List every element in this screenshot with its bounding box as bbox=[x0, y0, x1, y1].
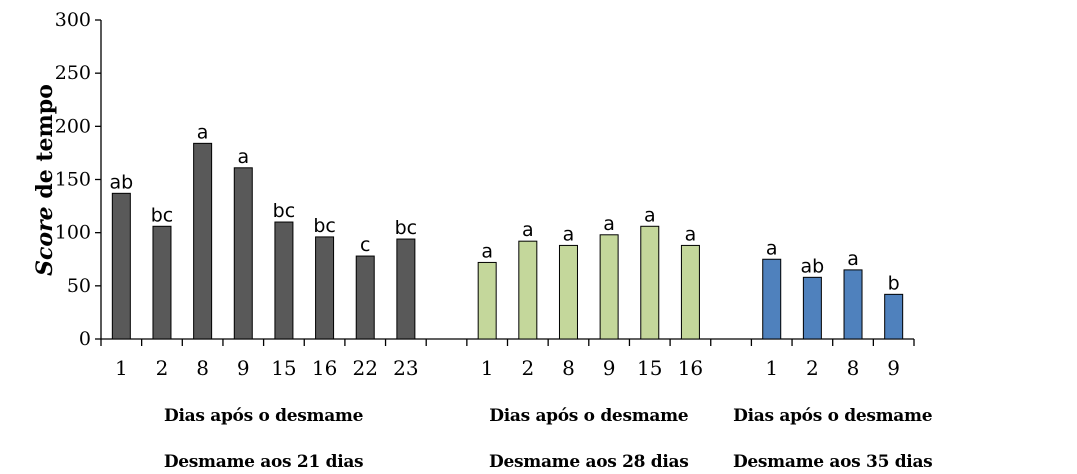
bar-letter-label: b bbox=[888, 272, 900, 294]
x-tick-label: 8 bbox=[847, 356, 860, 380]
bar-letter-label: c bbox=[360, 234, 370, 256]
bars bbox=[111, 142, 904, 340]
y-tick-label: 250 bbox=[55, 62, 91, 84]
bar-letter-label: a bbox=[766, 237, 778, 259]
y-tick-label: 100 bbox=[55, 222, 91, 244]
bar-letter-label: a bbox=[481, 240, 493, 262]
bar bbox=[274, 221, 294, 340]
bar-letter-label: a bbox=[197, 121, 209, 143]
bar bbox=[680, 244, 700, 340]
x-tick-label: 16 bbox=[312, 356, 337, 380]
bar-letter-label: a bbox=[237, 146, 249, 168]
x-tick-label: 2 bbox=[156, 356, 169, 380]
bar-letter-label: bc bbox=[151, 204, 174, 226]
bar bbox=[558, 244, 578, 340]
x-tick-label: 9 bbox=[887, 356, 900, 380]
y-tick-label: 150 bbox=[55, 169, 91, 191]
bar-letter-label: a bbox=[522, 219, 534, 241]
group-label: Desmame aos 21 dias bbox=[164, 452, 364, 472]
group-label: Desmame aos 28 dias bbox=[489, 452, 689, 472]
bar bbox=[762, 258, 782, 340]
x-tick-label: 23 bbox=[393, 356, 418, 380]
bar bbox=[518, 240, 538, 340]
bar bbox=[193, 142, 213, 340]
bar bbox=[843, 269, 863, 340]
bar-letter-label: a bbox=[685, 223, 697, 245]
y-tick-label: 200 bbox=[55, 115, 91, 137]
bar-letter-label: bc bbox=[273, 200, 296, 222]
bar-letter-label: a bbox=[644, 204, 656, 226]
bar bbox=[396, 238, 416, 340]
x-tick-label: 1 bbox=[765, 356, 778, 380]
x-tick-label: 2 bbox=[521, 356, 534, 380]
y-tick-label: 300 bbox=[55, 9, 91, 31]
y-tick-label: 0 bbox=[79, 328, 91, 350]
y-axis-title-italic: Score bbox=[32, 206, 58, 276]
x-tick-label: 9 bbox=[237, 356, 250, 380]
x-tick-label: 15 bbox=[271, 356, 296, 380]
bar bbox=[802, 276, 822, 340]
bar-letter-label: bc bbox=[395, 217, 418, 239]
bar-letter-label: a bbox=[563, 223, 575, 245]
x-tick-label: 1 bbox=[115, 356, 128, 380]
bar-letter-label: ab bbox=[109, 171, 133, 193]
bar bbox=[233, 167, 253, 340]
bar-letter-label: ab bbox=[801, 255, 825, 277]
bar bbox=[111, 192, 131, 340]
group-label: Desmame aos 35 dias bbox=[733, 452, 933, 472]
x-tick-label: 1 bbox=[481, 356, 494, 380]
x-tick-label: 16 bbox=[678, 356, 703, 380]
bar-letter-label: a bbox=[603, 213, 615, 235]
group-sublabel: Dias após o desmame bbox=[733, 406, 933, 426]
bar-letter-label: bc bbox=[313, 215, 336, 237]
group-sublabel: Dias após o desmame bbox=[489, 406, 689, 426]
y-axis-title: Score de tempo bbox=[32, 84, 58, 276]
bar-letter-label: a bbox=[847, 248, 859, 270]
x-tick-label: 2 bbox=[806, 356, 819, 380]
bar bbox=[477, 261, 497, 340]
x-tick-label: 22 bbox=[352, 356, 377, 380]
x-tick-label: 8 bbox=[562, 356, 575, 380]
bar bbox=[152, 225, 172, 340]
x-tick-label: 9 bbox=[603, 356, 616, 380]
bar bbox=[355, 255, 375, 340]
y-axis-title-rest: de tempo bbox=[32, 84, 58, 206]
y-tick-label: 50 bbox=[67, 275, 91, 297]
bar bbox=[884, 293, 904, 340]
x-tick-label: 8 bbox=[196, 356, 209, 380]
bar bbox=[640, 225, 660, 340]
bar bbox=[599, 234, 619, 340]
x-tick-label: 15 bbox=[637, 356, 662, 380]
group-sublabel: Dias após o desmame bbox=[164, 406, 364, 426]
bar bbox=[315, 236, 335, 340]
